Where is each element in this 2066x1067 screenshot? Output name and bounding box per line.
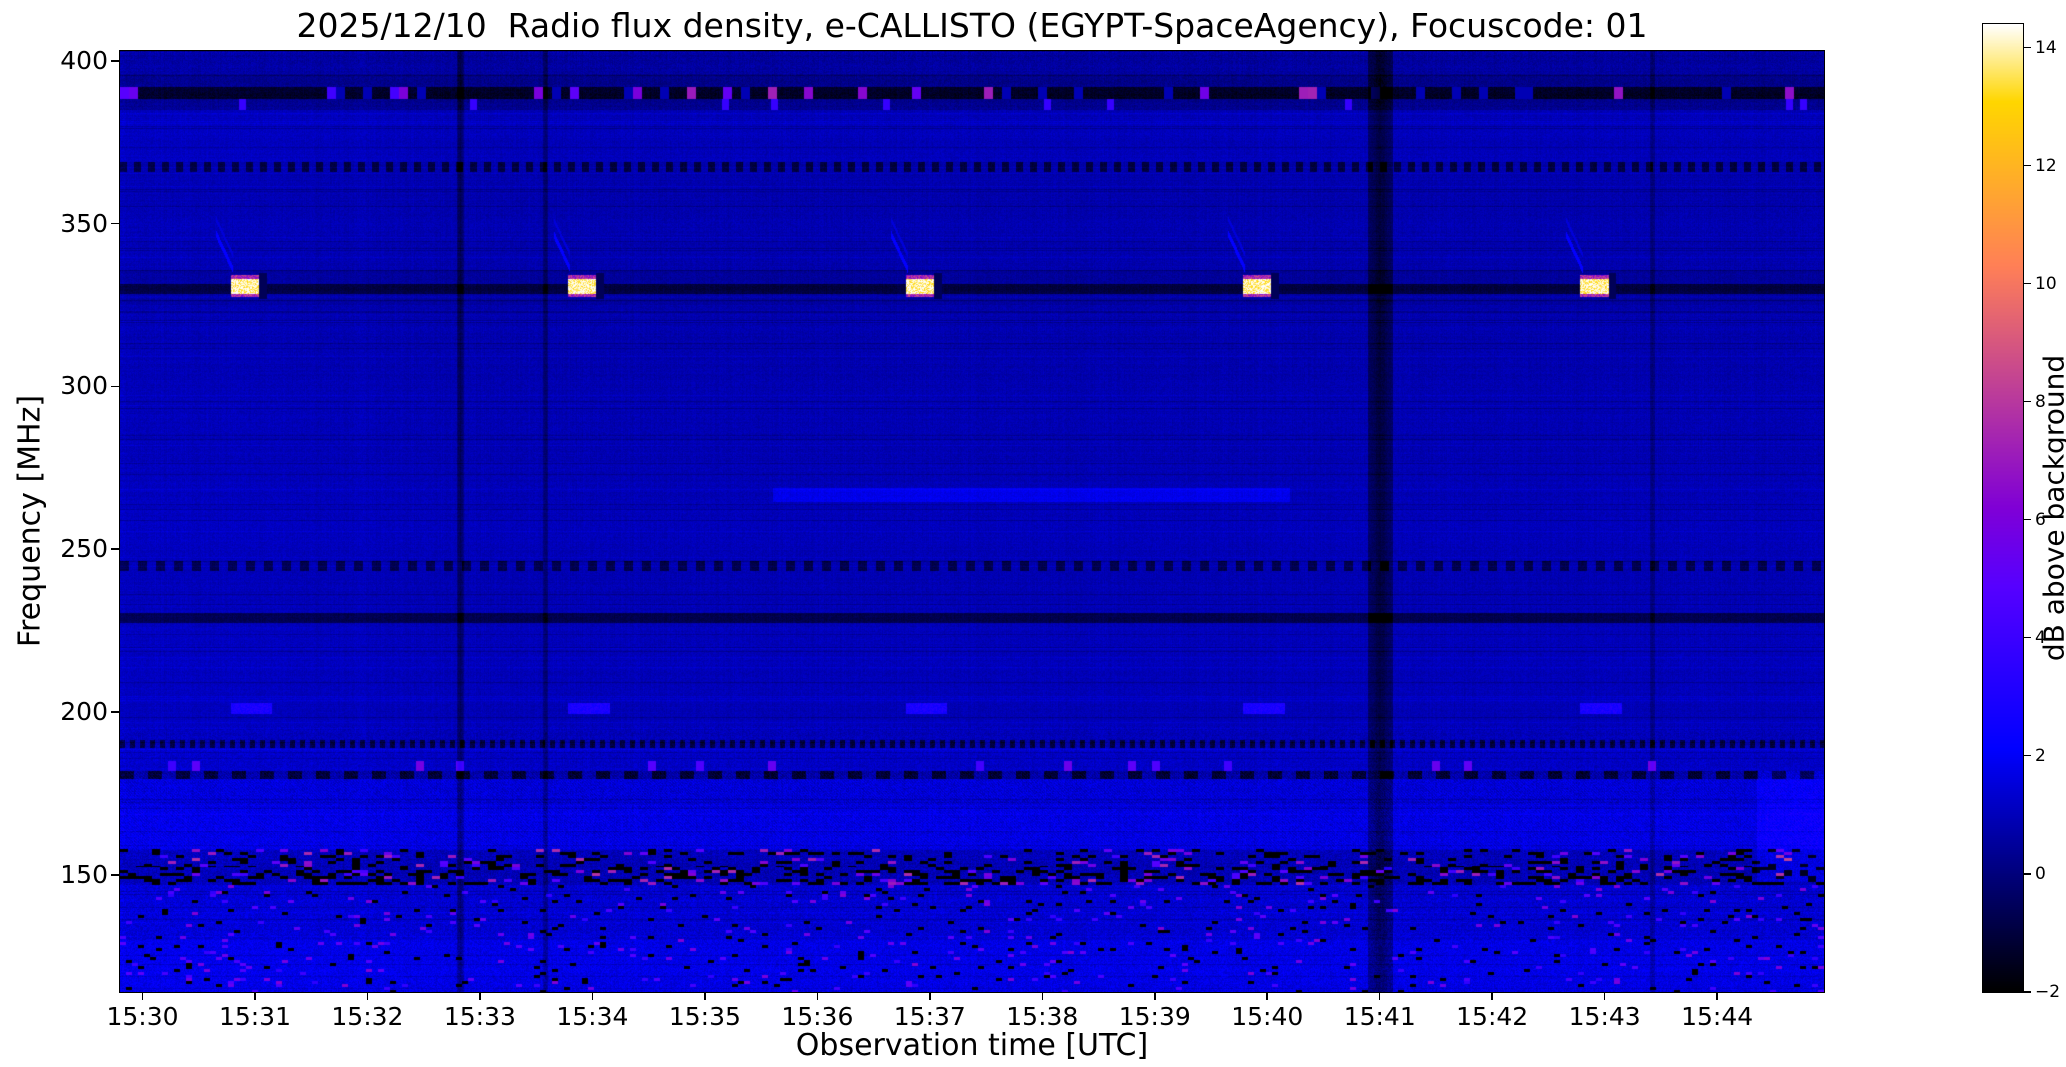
colorbar-frame <box>1982 23 2024 993</box>
colorbar-tick-mark <box>2024 519 2031 521</box>
y-tick-mark <box>111 222 119 225</box>
x-tick-label: 15:33 <box>443 1002 516 1031</box>
colorbar-tick-label: 8 <box>2035 391 2046 412</box>
x-tick-mark <box>254 992 256 1000</box>
colorbar-tick-label: −2 <box>2035 982 2061 1002</box>
x-axis-label: Observation time [UTC] <box>795 1028 1149 1063</box>
x-tick-label: 15:42 <box>1456 1002 1529 1031</box>
x-tick-label: 15:44 <box>1681 1002 1754 1031</box>
colorbar-tick-label: 2 <box>2035 745 2046 766</box>
colorbar-tick-mark <box>2024 755 2031 757</box>
x-tick-mark <box>591 992 594 1000</box>
colorbar-gradient <box>1983 24 2023 992</box>
colorbar-tick-mark <box>2024 991 2031 993</box>
colorbar-tick-label: 14 <box>2035 37 2057 58</box>
x-tick-label: 15:43 <box>1568 1002 1641 1031</box>
x-tick-mark <box>1154 992 1156 1000</box>
x-tick-label: 15:31 <box>218 1002 291 1031</box>
x-tick-label: 15:39 <box>1118 1002 1191 1031</box>
colorbar-tick-label: 6 <box>2035 509 2046 530</box>
x-tick-label: 15:36 <box>781 1002 854 1031</box>
spectrogram-heatmap <box>120 51 1824 992</box>
x-tick-mark <box>479 992 481 1000</box>
colorbar-tick-label: 0 <box>2035 863 2046 884</box>
x-tick-mark <box>1041 992 1044 1000</box>
y-tick-mark <box>111 548 119 550</box>
colorbar-label: dB above background <box>2037 354 2066 662</box>
x-tick-mark <box>704 992 706 1000</box>
x-tick-mark <box>366 992 369 1000</box>
x-tick-mark <box>141 992 144 1000</box>
colorbar-tick-mark <box>2024 637 2031 639</box>
y-tick-mark <box>111 711 119 713</box>
x-tick-label: 15:35 <box>668 1002 741 1031</box>
y-axis-label: Frequency [MHz] <box>12 394 48 648</box>
colorbar-tick-mark <box>2024 873 2031 875</box>
y-tick-label: 250 <box>60 534 108 564</box>
x-tick-label: 15:38 <box>1006 1002 1079 1031</box>
chart-title: 2025/12/10 Radio flux density, e-CALLIST… <box>296 6 1648 45</box>
colorbar-tick-mark <box>2024 165 2031 167</box>
y-tick-label: 300 <box>60 371 108 401</box>
x-tick-label: 15:32 <box>331 1002 404 1031</box>
colorbar-tick-mark <box>2024 47 2031 49</box>
y-tick-label: 150 <box>60 859 108 889</box>
colorbar-tick-mark <box>2024 283 2031 285</box>
x-tick-mark <box>1491 992 1493 1000</box>
plot-frame <box>119 50 1825 993</box>
y-tick-mark <box>111 874 119 876</box>
y-tick-label: 400 <box>60 45 108 75</box>
x-tick-label: 15:40 <box>1231 1002 1304 1031</box>
x-tick-label: 15:34 <box>556 1002 629 1031</box>
x-tick-mark <box>1716 992 1718 1000</box>
x-tick-label: 15:37 <box>893 1002 966 1031</box>
x-tick-mark <box>816 992 819 1000</box>
colorbar-tick-label: 10 <box>2035 273 2057 294</box>
y-tick-label: 200 <box>60 696 108 726</box>
y-tick-label: 350 <box>60 208 108 238</box>
colorbar-tick-label: 4 <box>2035 627 2046 648</box>
x-tick-mark <box>929 992 931 1000</box>
x-tick-label: 15:41 <box>1343 1002 1416 1031</box>
y-tick-mark <box>111 385 119 388</box>
x-tick-label: 15:30 <box>106 1002 179 1031</box>
colorbar-tick-label: 12 <box>2035 155 2057 176</box>
x-tick-mark <box>1603 992 1606 1000</box>
x-tick-mark <box>1378 992 1381 1000</box>
colorbar-tick-mark <box>2024 401 2031 403</box>
x-tick-mark <box>1266 992 1268 1000</box>
y-tick-mark <box>111 60 119 62</box>
